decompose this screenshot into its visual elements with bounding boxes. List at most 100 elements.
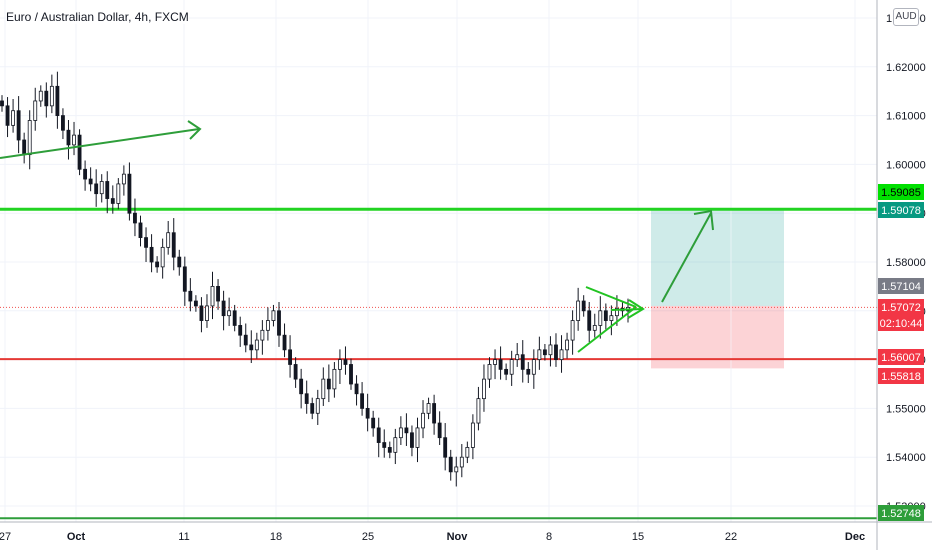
candle [526, 362, 531, 384]
candle-body [44, 90, 49, 107]
candle-body [243, 334, 248, 346]
triangle-upper-line [585, 286, 637, 308]
candle-body [16, 110, 21, 141]
candle [443, 423, 448, 471]
candle [61, 108, 65, 140]
candle-body [83, 168, 88, 180]
candle [221, 290, 226, 331]
candle [365, 393, 370, 432]
candle-body [121, 173, 126, 185]
candle-body [410, 432, 414, 448]
candle-body [437, 422, 442, 439]
candle [121, 165, 126, 196]
candle [110, 185, 115, 214]
triangle-arrow-shaft [610, 308, 644, 311]
candle [182, 256, 187, 306]
candle [376, 417, 381, 458]
price-label: 1.56007 [878, 349, 924, 365]
candle-body [387, 447, 392, 453]
x-tick-label: Oct [67, 531, 86, 543]
candle [421, 400, 425, 439]
candle-body [426, 403, 431, 414]
price-label: 1.59085 [878, 184, 924, 200]
candle-body [321, 378, 326, 400]
candle [133, 198, 137, 237]
candle-body [554, 344, 558, 360]
candle-body [382, 442, 387, 448]
price-label-background [878, 505, 924, 521]
candle-body [504, 368, 509, 375]
candle [393, 428, 398, 465]
candle [482, 364, 486, 412]
candle-body [360, 393, 365, 409]
candle-body [482, 378, 486, 400]
candle [382, 429, 387, 458]
candle [177, 249, 182, 276]
candle-body [493, 359, 497, 365]
candle [166, 221, 171, 255]
candle [105, 171, 110, 214]
candle [321, 367, 326, 406]
candle-body [254, 339, 259, 351]
time-axis-background [0, 522, 932, 550]
candle [487, 357, 492, 388]
candle-body [587, 310, 592, 331]
candle-body [216, 285, 220, 302]
candle [116, 178, 121, 210]
trend-arrowhead [187, 120, 202, 140]
price-label-background [878, 278, 924, 294]
candle [238, 316, 243, 347]
candle [515, 343, 520, 367]
candle [88, 167, 93, 192]
candle-body [72, 134, 76, 146]
candle [282, 323, 287, 358]
y-tick-label: 1.58000 [886, 257, 926, 269]
candle [565, 332, 569, 359]
candle [16, 96, 21, 154]
x-tick-label: 25 [362, 531, 374, 543]
candle-body [177, 256, 182, 268]
candle [299, 368, 304, 409]
candle-body [49, 85, 54, 107]
candle-body [105, 181, 110, 199]
candle-body [138, 222, 143, 239]
candle-body [581, 300, 586, 312]
candle [548, 336, 553, 367]
candle-body [443, 437, 448, 458]
candle-body [11, 110, 16, 126]
candle [205, 294, 209, 328]
candle-body [603, 310, 608, 321]
candle-body [542, 349, 547, 356]
projection-arrowhead [693, 209, 714, 231]
candle-body [99, 181, 104, 195]
candle-body [332, 368, 337, 390]
candle [404, 413, 409, 446]
x-tick-label: 18 [270, 531, 282, 543]
x-tick-label: 15 [632, 531, 644, 543]
candle [454, 456, 459, 487]
candle [249, 330, 254, 364]
candle [581, 295, 586, 317]
candle [437, 411, 442, 445]
candle-body [432, 403, 437, 424]
candle-body [77, 134, 82, 170]
currency-badge[interactable]: AUD [893, 8, 919, 26]
candle-body [548, 344, 553, 356]
candle-body [238, 325, 243, 336]
candle [360, 382, 365, 416]
candle [277, 302, 281, 347]
candle [310, 397, 315, 420]
candle [509, 350, 514, 386]
candle [55, 71, 60, 129]
candle [504, 363, 509, 381]
candle [77, 129, 82, 176]
candle [354, 375, 359, 406]
candle-body [421, 412, 425, 429]
candle-body [182, 266, 187, 292]
candle [498, 346, 503, 380]
candle-body [205, 305, 209, 321]
candle [171, 218, 176, 271]
candle [537, 336, 542, 370]
